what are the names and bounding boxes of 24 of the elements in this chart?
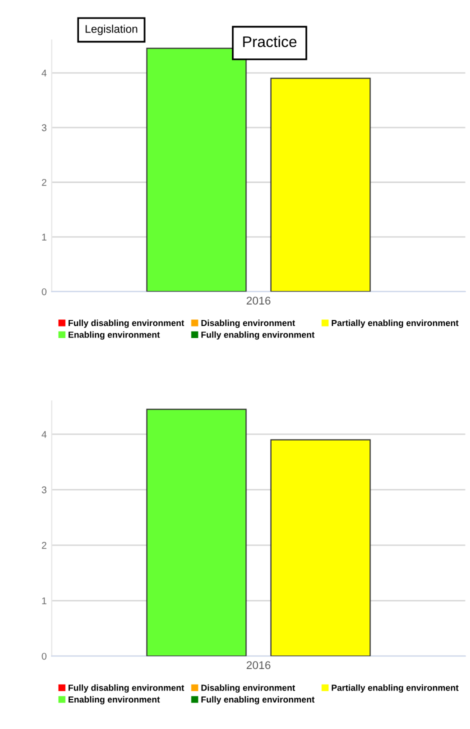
y-tick-label: 4 xyxy=(42,431,47,438)
y-tick-label: 4 xyxy=(42,70,47,76)
legend-label: Fully enabling environment xyxy=(201,696,314,704)
y-tick-label: 2 xyxy=(42,542,46,549)
legend-label: Fully enabling environment xyxy=(201,331,314,340)
y-tick-label: 1 xyxy=(42,597,46,604)
annotation: Practice xyxy=(243,36,296,48)
y-tick-label: 0 xyxy=(42,288,46,296)
legend-label: Fully disabling environment xyxy=(68,684,184,693)
y-tick-label: 2 xyxy=(42,178,46,186)
text: Legislation xyxy=(86,24,138,36)
y-tick-label: 3 xyxy=(42,124,46,132)
y-tick-label: 3 xyxy=(42,486,46,494)
legend-label: Disabling environment xyxy=(201,684,296,693)
legend-label: Partially enabling environment xyxy=(332,684,458,693)
y-tick-label: 1 xyxy=(42,234,46,240)
legend-label: Enabling environment xyxy=(68,696,160,704)
y-tick-label: 0 xyxy=(42,652,46,660)
legend-label: Fully disabling environment xyxy=(68,320,184,328)
legend-label: Disabling environment xyxy=(201,320,296,328)
x-tick-label: 2016 xyxy=(246,661,270,670)
x-tick-label: 2016 xyxy=(246,296,270,305)
legend-label: Partially enabling environment xyxy=(332,320,458,328)
legend-label: Enabling environment xyxy=(68,331,160,340)
